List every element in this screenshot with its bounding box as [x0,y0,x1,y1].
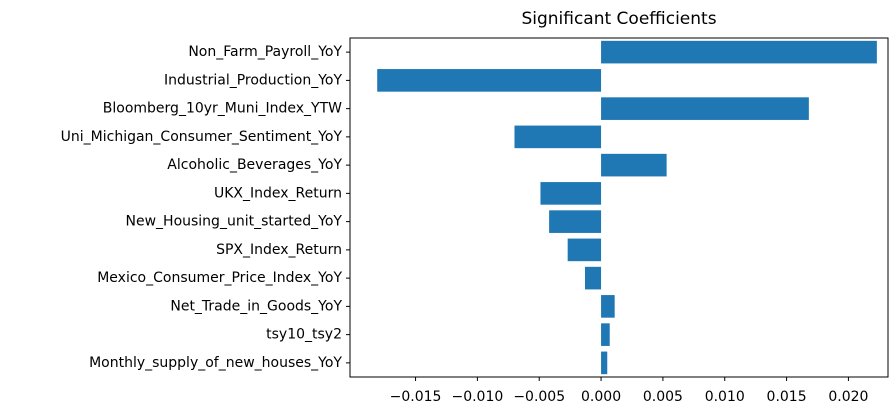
x-tick-label: 0.015 [767,389,807,405]
x-tick-label: 0.010 [705,389,745,405]
bar [549,210,602,233]
x-tick-label: 0.000 [581,389,621,405]
bar [584,266,602,290]
x-tick-label: −0.015 [390,389,442,405]
y-tick-label: Alcoholic_Beverages_YoY [167,157,342,173]
bar [601,323,610,346]
chart-title: Significant Coefficients [521,9,716,29]
y-tick-label: Monthly_supply_of_new_houses_YoY [89,355,342,371]
bar [601,97,809,120]
y-tick-label: Uni_Michigan_Consumer_Sentiment_YoY [61,129,343,145]
bar [601,295,615,318]
y-tick-label: Mexico_Consumer_Price_Index_YoY [97,270,342,286]
y-tick-label: UKX_Index_Return [214,185,342,201]
bar [601,153,667,177]
y-tick-label: Net_Trade_in_Goods_YoY [170,298,342,314]
bar [567,238,602,262]
x-tick-label: −0.010 [451,389,503,405]
x-tick-label: −0.005 [513,389,565,405]
bar [601,351,608,375]
x-tick-label: 0.020 [828,389,868,405]
y-tick-label: tsy10_tsy2 [266,327,342,343]
bar [601,40,877,64]
bar [540,182,602,205]
y-tick-label: Industrial_Production_YoY [164,72,342,88]
y-tick-label: Bloomberg_10yr_Muni_Index_YTW [103,101,342,117]
y-tick-label: New_Housing_unit_started_YoY [126,214,343,230]
y-tick-label: Non_Farm_Payroll_YoY [188,44,342,60]
y-tick-label: SPX_Index_Return [216,242,342,258]
bar [514,125,602,149]
bar [377,69,602,92]
x-tick-label: 0.005 [643,389,683,405]
plot-frame [349,37,889,378]
